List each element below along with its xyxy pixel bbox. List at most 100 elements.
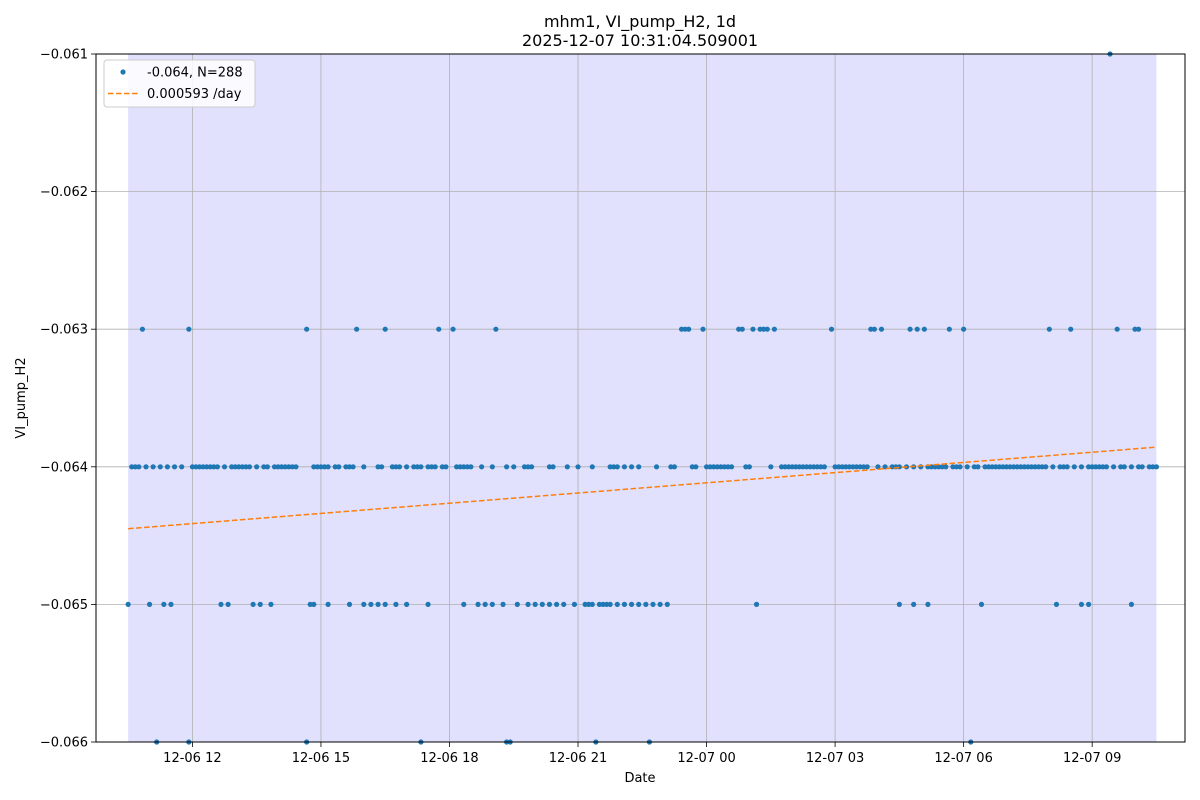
x-tick-label: 12-06 18 (420, 751, 478, 766)
data-point (250, 601, 256, 608)
legend-scatter-label: -0.064, N=288 (147, 66, 243, 81)
data-point (1078, 464, 1085, 470)
data-point (950, 464, 956, 470)
x-tick-label: 12-06 12 (163, 751, 221, 766)
data-point (511, 464, 517, 470)
data-point (621, 601, 628, 608)
data-point (521, 464, 528, 470)
data-point (596, 601, 603, 608)
data-point (532, 601, 538, 608)
data-point (361, 601, 367, 608)
chart-title: mhm1, VI_pump_H2, 1d (544, 12, 736, 32)
data-point (811, 464, 817, 470)
data-point (1046, 326, 1052, 332)
data-point (553, 601, 560, 608)
data-point (857, 464, 863, 470)
data-point (789, 464, 795, 470)
data-point (243, 464, 249, 470)
data-point (671, 464, 678, 470)
data-point (614, 464, 620, 470)
data-point (643, 601, 649, 608)
data-point (925, 601, 931, 608)
data-point (871, 326, 877, 332)
data-point (482, 601, 488, 608)
data-point (1085, 464, 1092, 470)
data-point (1053, 601, 1060, 608)
data-point (286, 464, 292, 470)
data-point (193, 464, 199, 470)
data-point (778, 464, 785, 470)
data-point (200, 464, 206, 470)
data-point (832, 464, 838, 470)
data-point (664, 601, 670, 608)
data-point (607, 601, 613, 608)
data-point (1018, 464, 1024, 470)
data-point (575, 464, 581, 470)
data-point (293, 464, 299, 470)
data-point (325, 601, 331, 608)
data-point (743, 464, 749, 470)
data-point (346, 601, 353, 608)
data-point (314, 464, 320, 470)
data-point (136, 464, 142, 470)
data-point (186, 326, 192, 332)
data-point (611, 464, 617, 470)
chart-subtitle: 2025-12-07 10:31:04.509001 (522, 31, 758, 50)
data-point (682, 326, 688, 332)
data-point (539, 601, 545, 608)
data-point (1064, 464, 1070, 470)
data-point (389, 464, 395, 470)
data-point (914, 326, 920, 332)
data-point (179, 464, 185, 470)
data-point (636, 464, 642, 470)
data-point (264, 464, 270, 470)
data-point (1021, 464, 1027, 470)
data-point (911, 601, 917, 608)
data-point (139, 326, 146, 332)
data-point (686, 326, 692, 332)
data-point (807, 464, 813, 470)
data-point (693, 464, 699, 470)
x-tick-label: 12-07 03 (806, 751, 864, 766)
y-axis-label: VI_pump_H2 (14, 357, 29, 438)
data-point (1085, 601, 1092, 608)
legend-scatter-marker (120, 69, 126, 75)
data-point (454, 464, 460, 470)
data-point (514, 601, 520, 608)
data-point (450, 326, 456, 332)
data-point (475, 601, 481, 608)
data-point (821, 464, 827, 470)
data-point (1039, 464, 1045, 470)
data-point (239, 464, 245, 470)
x-tick-label: 12-07 06 (934, 751, 992, 766)
data-point (657, 601, 663, 608)
data-point (325, 464, 331, 470)
data-point (196, 464, 203, 470)
data-point (771, 326, 777, 332)
data-point (500, 601, 506, 608)
data-point (354, 326, 360, 332)
data-point (525, 464, 531, 470)
data-point (375, 601, 381, 608)
data-point (550, 464, 556, 470)
data-point (304, 326, 310, 332)
data-point (628, 464, 635, 470)
data-point (1110, 464, 1117, 470)
data-point (721, 464, 728, 470)
data-point (1118, 464, 1124, 470)
data-point (746, 464, 753, 470)
data-point (436, 326, 442, 332)
data-point (346, 464, 353, 470)
data-point (961, 326, 967, 332)
data-point (393, 464, 399, 470)
plot-area (95, 51, 1186, 745)
data-point (718, 464, 724, 470)
data-point (621, 464, 628, 470)
data-point (989, 464, 995, 470)
data-point (1096, 464, 1102, 470)
data-point (143, 464, 149, 470)
data-point (461, 464, 467, 470)
data-point (375, 464, 381, 470)
data-point (168, 601, 174, 608)
data-point (282, 464, 288, 470)
